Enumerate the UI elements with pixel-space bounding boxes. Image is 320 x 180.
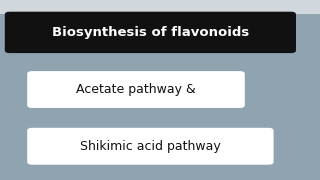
Text: Shikimic acid pathway: Shikimic acid pathway — [80, 140, 221, 153]
Text: Acetate pathway &: Acetate pathway & — [76, 83, 196, 96]
Text: Biosynthesis of flavonoids: Biosynthesis of flavonoids — [52, 26, 249, 39]
FancyBboxPatch shape — [27, 128, 274, 165]
FancyBboxPatch shape — [5, 12, 296, 53]
FancyBboxPatch shape — [0, 0, 320, 14]
FancyBboxPatch shape — [27, 71, 245, 108]
